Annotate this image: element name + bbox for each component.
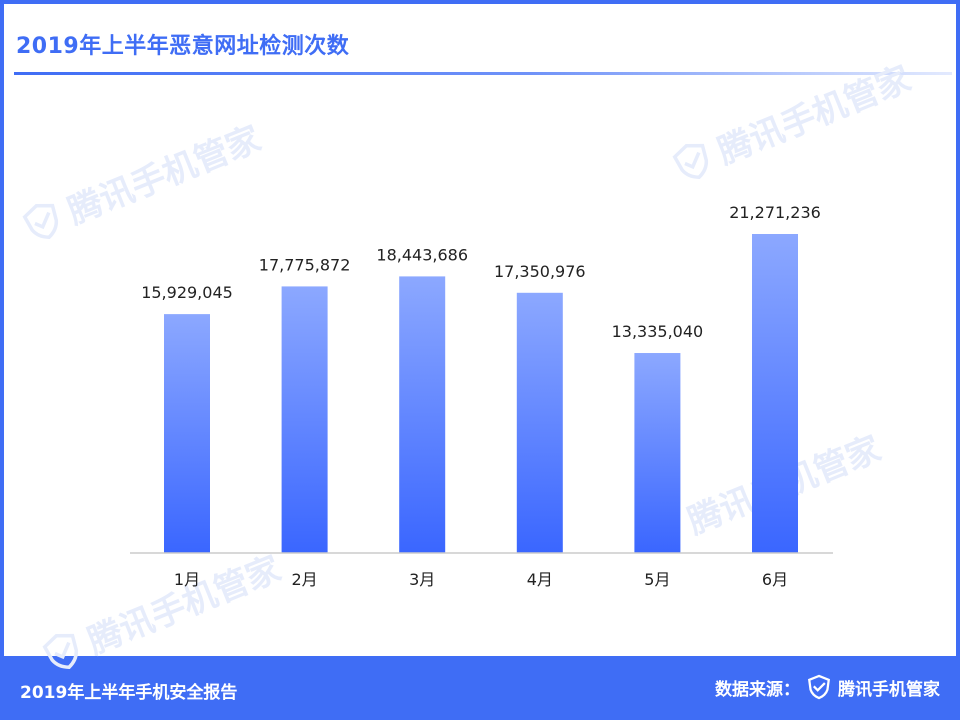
report-name: 2019年上半年手机安全报告 [20,683,238,703]
x-tick-label: 2月 [292,570,318,589]
x-tick-label: 5月 [644,570,670,589]
source-label: 数据来源： [715,679,800,700]
source-credit: 数据来源： 腾讯手机管家 [715,674,940,700]
brand-name: 腾讯手机管家 [838,679,940,700]
bar-4 [516,292,563,553]
x-tick-label: 3月 [409,570,435,589]
bar-3 [399,276,446,553]
bar-6 [752,234,798,553]
bar-1 [164,314,210,553]
x-tick-labels-group: 1月 2月 3月 4月 5月 6月 [174,570,788,589]
bars-group [164,234,798,553]
bar-5 [634,353,681,553]
bar-value-label: 17,775,872 [259,255,351,274]
page-title: 2019年上半年恶意网址检测次数 [16,34,350,59]
bar-value-label: 21,271,236 [729,203,821,222]
x-tick-label: 1月 [174,570,200,589]
bar-value-label: 15,929,045 [141,283,233,302]
bar-2 [281,286,328,553]
shield-check-icon [806,674,832,700]
bar-value-label: 17,350,976 [494,262,586,281]
bar-value-label: 18,443,686 [376,245,468,264]
title-divider [14,72,952,75]
x-tick-label: 4月 [527,570,553,589]
bar-value-label: 13,335,040 [612,322,704,341]
x-tick-label: 6月 [762,570,788,589]
value-labels-group: 15,929,045 17,775,872 18,443,686 17,350,976… [141,203,821,341]
